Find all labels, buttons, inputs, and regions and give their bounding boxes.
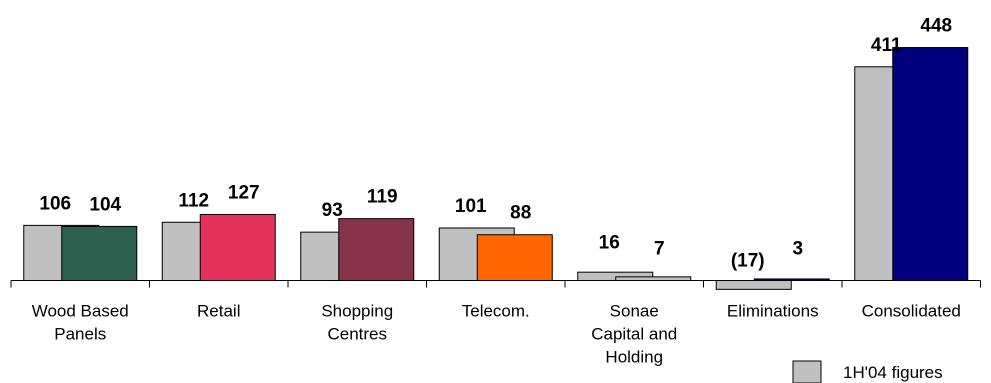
category-label-4: Sonae Capital and Holding: [591, 302, 677, 367]
value-label-1h04-4: 16: [599, 233, 620, 254]
value-label-1h05-2: 119: [367, 187, 398, 208]
bar-1h05-3: [476, 234, 553, 282]
x-axis-ticks: [10, 280, 981, 288]
bar-1h05-0: [61, 225, 138, 281]
category-label-2: Shopping Centres: [321, 302, 393, 344]
bar-1h05-2: [338, 218, 415, 281]
value-label-1h04-3: 101: [455, 196, 487, 217]
bar-1h05-1: [199, 213, 276, 282]
category-label-0: Wood Based Panels: [32, 302, 129, 344]
value-label-1h05-5: 3: [792, 239, 803, 260]
value-label-1h04-6: 411: [871, 35, 902, 56]
value-label-1h04-5: (17): [731, 251, 765, 272]
category-label-6: Consolidated: [862, 302, 961, 321]
value-label-1h04-1: 112: [178, 190, 209, 211]
bar-1h05-6: [892, 47, 969, 282]
value-label-1h05-3: 88: [510, 203, 531, 224]
legend-label-1h04: 1H'04 figures: [843, 363, 943, 382]
category-label-1: Retail: [197, 302, 240, 321]
value-label-1h04-0: 106: [39, 193, 71, 214]
category-labels-layer: Wood Based Panels Retail Shopping Centres Tel…: [32, 302, 961, 367]
category-label-3: Telecom.: [462, 302, 530, 321]
value-label-1h05-6: 448: [920, 16, 952, 37]
legend-swatch-1h04: [792, 360, 822, 383]
bar-1h05-4: [615, 276, 692, 281]
value-label-1h05-4: 7: [654, 239, 665, 260]
value-label-1h05-1: 127: [228, 182, 260, 203]
value-label-1h05-0: 104: [89, 194, 121, 215]
bar-1h04-5: [715, 280, 792, 290]
bars-layer: [23, 47, 969, 290]
category-label-5: Eliminations: [727, 302, 819, 321]
value-labels-layer: 106 104 112 127 93 119 101 88 16 7 (17) 3 411 448: [39, 16, 952, 272]
value-label-1h04-2: 93: [322, 200, 343, 221]
legend: 1H'04 figures: [792, 360, 943, 383]
